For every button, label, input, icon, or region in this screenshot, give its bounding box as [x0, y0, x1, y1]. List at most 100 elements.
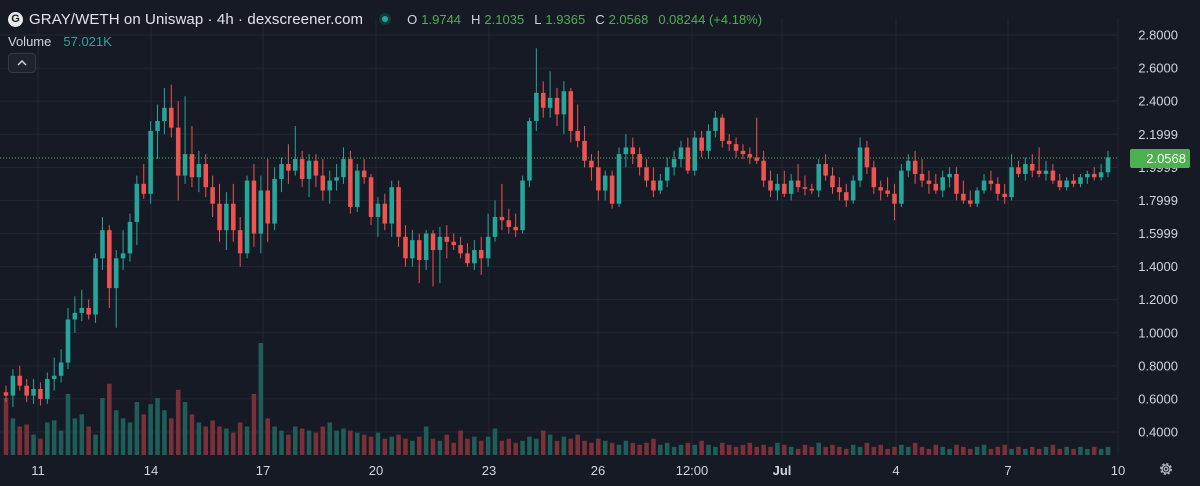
volume-bar	[844, 448, 849, 455]
candle	[940, 170, 945, 198]
candle-body	[761, 160, 766, 181]
volume-bar	[954, 444, 959, 455]
volume-bar	[926, 448, 932, 455]
candle	[981, 173, 987, 194]
dexscreener-logo-icon: G	[8, 11, 23, 27]
candle	[1064, 177, 1069, 191]
candle	[403, 225, 408, 267]
candle	[86, 299, 91, 320]
candle	[313, 154, 319, 188]
candle-body	[513, 226, 518, 231]
candle	[678, 140, 684, 168]
volume-bar	[623, 440, 629, 455]
candle-body	[416, 240, 422, 260]
candle	[354, 164, 360, 212]
chart-header: G GRAY/WETH on Uniswap · 4h · dexscreene…	[8, 9, 762, 29]
volume-bar	[65, 393, 71, 455]
candle	[272, 167, 277, 231]
volume-bar	[155, 397, 160, 455]
volume-bar	[995, 446, 1001, 455]
candle-body	[403, 236, 408, 259]
collapse-legend-button[interactable]	[8, 53, 36, 73]
volume-bar	[809, 446, 815, 455]
candle	[988, 170, 994, 191]
volume-bar	[134, 402, 140, 455]
candle	[1050, 164, 1056, 184]
volume-bar	[299, 428, 305, 455]
candle-body	[272, 178, 277, 224]
candle	[368, 173, 374, 226]
volume-bar	[437, 440, 443, 455]
volume-bar	[354, 432, 360, 455]
volume-bars	[3, 343, 1111, 455]
candle	[237, 216, 243, 267]
volume-bar	[258, 343, 264, 455]
candle-body	[878, 187, 883, 191]
candle	[554, 87, 560, 126]
candle	[141, 164, 147, 199]
volume-bar	[416, 436, 422, 455]
volume-bar	[410, 440, 415, 455]
candle-body	[1036, 170, 1042, 174]
volume-bar	[967, 448, 973, 455]
candle-body	[237, 230, 243, 254]
candle	[782, 170, 787, 198]
candle	[51, 357, 57, 391]
volume-bar	[1091, 446, 1097, 455]
candle-body	[382, 203, 388, 224]
candle	[582, 125, 587, 168]
volume-bar	[485, 436, 491, 455]
candle	[1002, 183, 1007, 204]
candle-body	[699, 137, 704, 151]
candle	[919, 159, 925, 188]
candle-body	[93, 258, 98, 315]
candle	[1057, 173, 1063, 191]
candle	[93, 253, 98, 323]
candle-body	[733, 144, 739, 151]
volume-bar	[293, 426, 298, 455]
candle-body	[534, 92, 539, 122]
candle-body	[520, 180, 525, 231]
volume-bar	[17, 426, 23, 455]
candle-body	[478, 250, 484, 259]
candle-body	[912, 160, 918, 174]
candle-body	[465, 253, 470, 264]
price-axis[interactable]: 2.80002.60002.40002.19991.99991.79991.59…	[1138, 28, 1178, 440]
candle	[1016, 160, 1021, 178]
volume-bar	[864, 442, 870, 455]
candle	[499, 183, 505, 231]
volume-value: 57.021K	[63, 34, 112, 49]
candle-body	[547, 97, 553, 108]
candle-body	[45, 379, 50, 399]
candle-body	[823, 164, 828, 176]
volume-bar	[1064, 446, 1069, 455]
y-tick-label: 0.8000	[1138, 358, 1178, 373]
last-price-tag: 2.0568	[1130, 148, 1190, 168]
volume-bar	[472, 436, 477, 455]
gear-icon[interactable]	[1158, 461, 1174, 477]
candle	[864, 140, 870, 174]
candle	[65, 307, 71, 370]
volume-bar	[279, 430, 284, 455]
y-tick-label: 1.7999	[1138, 193, 1178, 208]
candle-body	[58, 362, 64, 376]
volume-bar	[671, 446, 677, 455]
volume-bar	[306, 430, 312, 455]
volume-bar	[24, 424, 29, 455]
candle-body	[1091, 173, 1097, 178]
volume-bar	[224, 428, 229, 455]
volume-bar	[10, 418, 16, 455]
candle	[38, 382, 43, 406]
candle	[706, 124, 711, 160]
candle	[1078, 173, 1083, 188]
candle-body	[720, 117, 725, 141]
candle-body	[265, 190, 270, 224]
candle-body	[231, 203, 236, 231]
time-axis[interactable]: 11 14 17 20 23 26 12:00 Jul 4 7 10	[31, 463, 1125, 478]
candle	[1036, 147, 1042, 178]
candle-body	[313, 160, 319, 176]
candle	[258, 175, 264, 254]
candle-body	[389, 187, 394, 224]
close-value: 2.0568	[608, 11, 649, 27]
